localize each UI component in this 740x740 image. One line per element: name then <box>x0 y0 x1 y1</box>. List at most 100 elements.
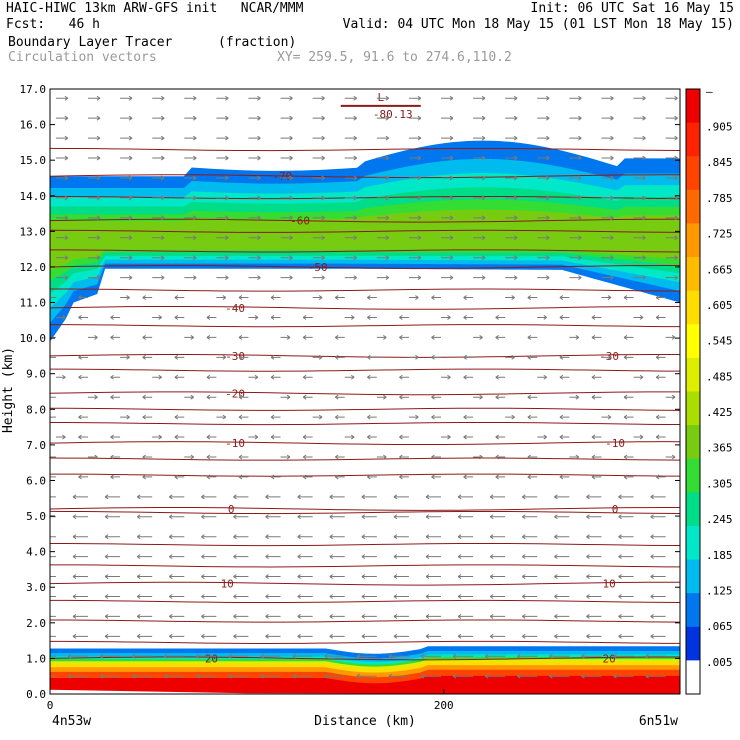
vector-arrow <box>260 673 281 679</box>
vector-arrow <box>297 494 313 500</box>
contour-line <box>50 174 680 179</box>
vector-arrow <box>312 195 325 201</box>
bl-band-905 <box>50 675 680 694</box>
colorbar-swatch <box>686 290 700 325</box>
vector-arrow <box>280 255 293 261</box>
vector-arrow <box>655 414 666 420</box>
vector-arrow <box>505 115 518 121</box>
vector-arrow <box>618 633 634 639</box>
vector-arrow <box>302 374 313 380</box>
vector-arrow <box>136 554 153 560</box>
vector-arrow <box>87 175 101 181</box>
vector-arrow <box>344 95 357 101</box>
y-tick-label: 14.0 <box>20 190 47 203</box>
vector-arrow <box>581 653 602 659</box>
vector-arrow <box>344 195 357 201</box>
x-tick-label: 200 <box>434 699 454 712</box>
vector-arrow <box>650 534 666 540</box>
vector-arrow <box>344 235 357 241</box>
contour-label: -20 <box>225 387 245 400</box>
vector-arrow <box>633 275 646 281</box>
vector-arrow <box>569 235 582 241</box>
vector-arrow <box>633 235 646 241</box>
vector-arrow <box>152 215 165 221</box>
vector-arrow <box>586 594 602 599</box>
vector-arrow <box>431 394 441 400</box>
vector-arrow <box>324 673 345 679</box>
colorbar-label: .545 <box>706 335 733 348</box>
vector-arrow <box>388 653 409 659</box>
vector-arrow <box>168 614 185 619</box>
vector-arrow <box>142 454 153 460</box>
vector-arrow <box>216 95 229 101</box>
vector-arrow <box>559 474 570 480</box>
vector-arrow <box>420 673 441 679</box>
vector-arrow <box>425 614 441 619</box>
vector-arrow <box>174 295 185 300</box>
x-axis-label: Distance (km) <box>314 714 416 729</box>
vector-arrow <box>206 315 217 320</box>
vector-arrow <box>248 215 261 221</box>
vector-arrow <box>206 474 217 480</box>
vector-arrow <box>72 494 88 500</box>
vector-arrow <box>425 514 441 520</box>
vector-arrow <box>152 135 165 141</box>
vector-arrow <box>238 454 249 460</box>
valid-time: Valid: 04 UTC Mon 18 May 15 (01 LST Mon … <box>342 17 734 32</box>
contour-line <box>50 564 680 568</box>
vector-arrow <box>367 295 377 300</box>
vector-arrow <box>142 474 153 480</box>
contour-line <box>50 368 680 372</box>
vector-arrow <box>591 454 602 460</box>
vector-arrow <box>601 354 612 360</box>
vector-arrow <box>78 474 88 480</box>
vector-arrow <box>55 115 69 121</box>
vector-arrow <box>473 235 486 241</box>
vector-arrow <box>618 494 634 500</box>
y-tick-label: 2.0 <box>26 617 46 630</box>
vector-arrow <box>344 255 357 261</box>
vector-arrow <box>463 295 474 300</box>
vector-arrow <box>440 235 454 241</box>
y-tick-label: 13.0 <box>20 225 47 238</box>
vector-arrow <box>537 434 548 440</box>
vector-arrow <box>78 354 88 360</box>
vector-arrow <box>184 95 197 101</box>
vector-arrow <box>655 315 666 320</box>
vector-arrow <box>505 95 518 101</box>
vector-arrow <box>72 534 88 540</box>
vector-arrow <box>280 394 291 400</box>
vector-arrow <box>650 494 666 500</box>
vector-arrow <box>537 315 548 320</box>
vector-arrow <box>55 275 69 281</box>
vector-arrow <box>623 334 634 340</box>
vector-arrow <box>361 534 377 540</box>
vector-arrow <box>376 235 390 241</box>
vector-arrow <box>505 295 515 300</box>
vector-arrow <box>650 633 666 639</box>
xy-label: XY= 259.5, 91.6 to 274.6,110.2 <box>277 50 512 65</box>
vector-arrow <box>87 195 101 201</box>
vector-arrow <box>601 135 614 141</box>
vector-arrow <box>376 275 390 281</box>
colorbar-swatch <box>686 593 700 628</box>
vector-arrow <box>72 614 88 619</box>
vector-arrow <box>163 673 185 679</box>
vector-arrow <box>120 135 133 141</box>
vector-arrow <box>329 554 345 560</box>
vector-arrow <box>586 614 602 619</box>
vector-arrow <box>50 516 56 518</box>
vector-arrow <box>216 155 229 161</box>
vector-arrow <box>168 554 185 560</box>
vector-arrow <box>297 574 313 579</box>
vector-arrow <box>206 394 217 400</box>
vector-arrow <box>67 673 88 679</box>
vector-arrow <box>408 95 422 101</box>
vector-arrow <box>329 514 345 520</box>
vector-arrow <box>87 95 101 101</box>
x-left-endpoint: 4n53w <box>52 714 91 729</box>
vector-arrow <box>152 434 162 440</box>
contour-label: -60 <box>290 215 310 228</box>
contour-label: 0 <box>228 503 235 516</box>
contour-line <box>50 324 680 328</box>
